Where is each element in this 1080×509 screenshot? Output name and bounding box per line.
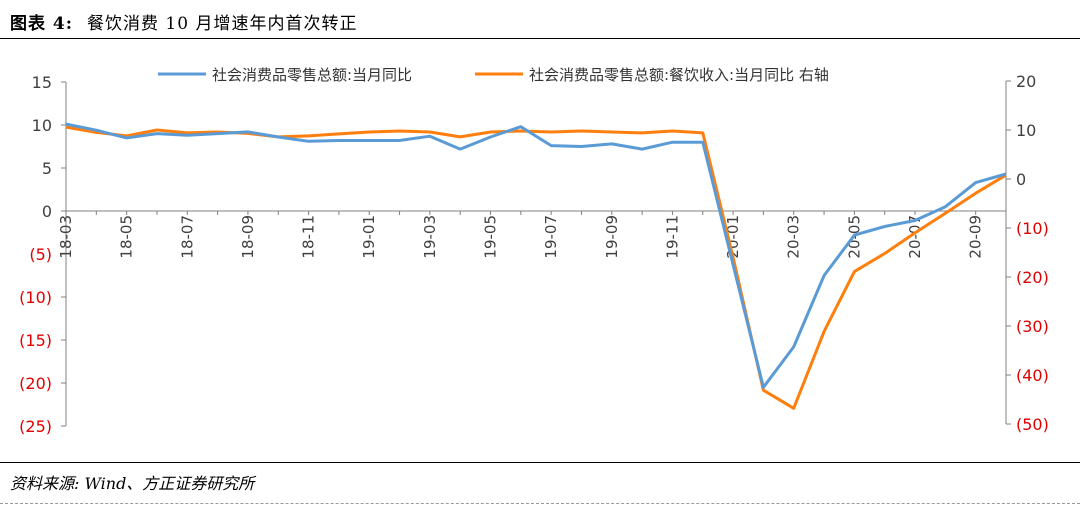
x-tick-label: 19-05 bbox=[482, 215, 500, 259]
right-tick-label: (30) bbox=[1016, 317, 1049, 336]
x-tick-label: 20-07 bbox=[906, 215, 924, 259]
x-tick-label: 19-09 bbox=[603, 215, 621, 259]
right-tick-label: (40) bbox=[1016, 366, 1049, 385]
right-tick-label: 20 bbox=[1016, 72, 1036, 91]
right-tick-label: (50) bbox=[1016, 415, 1049, 434]
left-tick-label: 5 bbox=[42, 159, 52, 178]
legend-label-catering: 社会消费品零售总额:餐饮收入:当月同比 右轴 bbox=[529, 66, 829, 84]
dashed-separator bbox=[0, 503, 1080, 504]
series-line-retail bbox=[65, 122, 1007, 389]
left-tick-label: (20) bbox=[19, 374, 52, 393]
x-tick-label: 18-09 bbox=[239, 215, 257, 259]
bottom-rule bbox=[0, 462, 1080, 463]
x-tick-label: 19-07 bbox=[542, 215, 560, 259]
source-note: 资料来源: Wind、方正证券研究所 bbox=[10, 474, 255, 493]
figure-header: 图表 4: 餐饮消费 10 月增速年内首次转正 bbox=[0, 0, 1080, 38]
legend-label-retail: 社会消费品零售总额:当月同比 bbox=[212, 66, 412, 84]
x-tick-label: 19-01 bbox=[360, 215, 378, 259]
line-chart: 15 10 5 0 (5) (10) (15) (20) (25) 20 10 0 (10) (20) (3… bbox=[19, 66, 1049, 436]
top-rule bbox=[0, 38, 1080, 39]
x-tick-label: 20-03 bbox=[785, 215, 803, 259]
left-tick-label: (5) bbox=[29, 245, 52, 264]
series-line-catering bbox=[65, 125, 1007, 410]
x-tick-label: 18-05 bbox=[118, 215, 136, 259]
left-tick-label: 15 bbox=[32, 73, 52, 92]
right-tick-label: 10 bbox=[1016, 121, 1036, 140]
right-tick-label: 0 bbox=[1016, 170, 1026, 189]
left-tick-label: 10 bbox=[32, 116, 52, 135]
left-tick-label: 0 bbox=[42, 202, 52, 221]
figure-title: 餐饮消费 10 月增速年内首次转正 bbox=[87, 14, 358, 34]
x-tick-label: 19-03 bbox=[421, 215, 439, 259]
left-tick-label: (10) bbox=[19, 288, 52, 307]
x-tick-label: 18-11 bbox=[300, 215, 318, 259]
figure-caption: 图表 4: 餐饮消费 10 月增速年内首次转正 bbox=[10, 9, 357, 34]
left-tick-label: (25) bbox=[19, 417, 52, 436]
x-tick-label: 18-07 bbox=[178, 215, 196, 259]
figure-label: 图表 4: bbox=[10, 14, 74, 34]
x-tick-label: 20-09 bbox=[967, 215, 985, 259]
right-tick-label: (10) bbox=[1016, 219, 1049, 238]
right-tick-label: (20) bbox=[1016, 268, 1049, 287]
x-tick-label: 19-11 bbox=[663, 215, 681, 259]
left-tick-label: (15) bbox=[19, 331, 52, 350]
x-tick-label: 18-03 bbox=[57, 215, 75, 259]
